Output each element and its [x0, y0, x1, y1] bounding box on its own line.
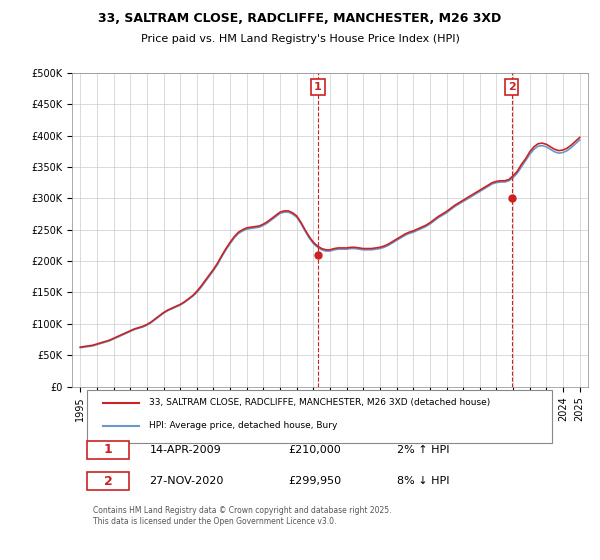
Text: 2: 2: [104, 474, 112, 488]
Text: Price paid vs. HM Land Registry's House Price Index (HPI): Price paid vs. HM Land Registry's House …: [140, 34, 460, 44]
Text: 8% ↓ HPI: 8% ↓ HPI: [397, 476, 449, 486]
Text: 1: 1: [104, 444, 112, 456]
Text: 33, SALTRAM CLOSE, RADCLIFFE, MANCHESTER, M26 3XD: 33, SALTRAM CLOSE, RADCLIFFE, MANCHESTER…: [98, 12, 502, 25]
FancyBboxPatch shape: [88, 390, 552, 443]
Text: Contains HM Land Registry data © Crown copyright and database right 2025.
This d: Contains HM Land Registry data © Crown c…: [92, 506, 391, 526]
Text: 2: 2: [508, 82, 515, 92]
Text: 14-APR-2009: 14-APR-2009: [149, 445, 221, 455]
Text: 2% ↑ HPI: 2% ↑ HPI: [397, 445, 449, 455]
Text: HPI: Average price, detached house, Bury: HPI: Average price, detached house, Bury: [149, 421, 338, 430]
FancyBboxPatch shape: [88, 441, 129, 459]
Text: 33, SALTRAM CLOSE, RADCLIFFE, MANCHESTER, M26 3XD (detached house): 33, SALTRAM CLOSE, RADCLIFFE, MANCHESTER…: [149, 398, 491, 407]
Text: £299,950: £299,950: [289, 476, 342, 486]
Text: £210,000: £210,000: [289, 445, 341, 455]
Text: 1: 1: [314, 82, 322, 92]
FancyBboxPatch shape: [88, 472, 129, 490]
Text: 27-NOV-2020: 27-NOV-2020: [149, 476, 224, 486]
